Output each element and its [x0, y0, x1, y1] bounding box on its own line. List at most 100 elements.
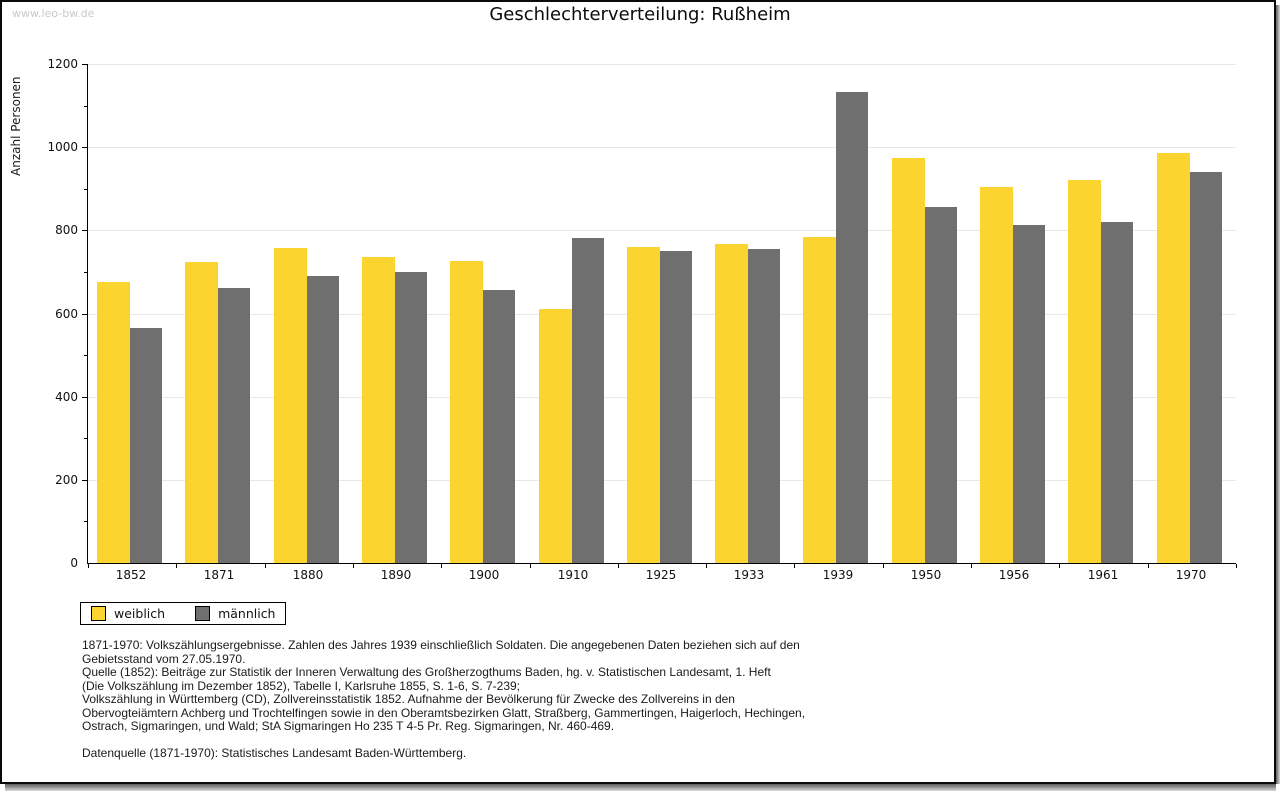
- footer-line-6: Obervogteiämtern Achberg und Trochtelfin…: [82, 705, 806, 720]
- bar-weiblich-1961: [1068, 180, 1101, 563]
- page-title: Geschlechterverteilung: Rußheim: [489, 4, 791, 25]
- gridline-1200: [88, 64, 1236, 65]
- x-tick-1: [176, 564, 177, 568]
- bar-weiblich-1910: [539, 309, 572, 563]
- y-axis-tick-labels: 0 200 400 600 800 1000 1200: [2, 57, 78, 570]
- bar-männlich-1890: [395, 272, 427, 563]
- x-tick-12: [1148, 564, 1149, 568]
- y-tick-label-200: 200: [55, 473, 78, 487]
- footer-line-1: 1871-1970: Volkszählungsergebnisse. Zahl…: [82, 638, 800, 652]
- x-tick-8: [794, 564, 795, 568]
- legend-swatch-männlich: [195, 606, 211, 621]
- y-major-tick-1200: [82, 64, 88, 65]
- bar-weiblich-1925: [627, 247, 660, 563]
- x-tick-label-1956: 1956: [998, 568, 1030, 582]
- x-tick-4: [441, 564, 442, 568]
- x-tick-label-1900: 1900: [468, 568, 500, 582]
- y-tick-label-1000: 1000: [47, 140, 78, 154]
- x-tick-label-1871: 1871: [203, 568, 235, 582]
- x-tick-label-1933: 1933: [733, 568, 765, 582]
- x-tick-label-1890: 1890: [380, 568, 412, 582]
- bar-weiblich-1871: [185, 262, 218, 563]
- x-tick-label-1950: 1950: [910, 568, 942, 582]
- y-minor-tick-700: [84, 272, 88, 273]
- bar-männlich-1871: [218, 288, 250, 563]
- x-tick-6: [618, 564, 619, 568]
- x-tick-label-1939: 1939: [822, 568, 854, 582]
- y-tick-label-1200: 1200: [47, 57, 78, 71]
- x-tick-5: [530, 564, 531, 568]
- footer-line-7: Ostrach, Sigmaringen, und Wald; StA Sigm…: [82, 719, 615, 733]
- footer-line-4: (Die Volkszählung im Dezember 1852), Tab…: [82, 678, 521, 693]
- legend-item-männlich: männlich: [195, 606, 275, 621]
- watermark-url: www.leo-bw.de: [12, 7, 95, 20]
- y-minor-tick-300: [84, 438, 88, 439]
- y-minor-tick-1100: [84, 106, 88, 107]
- bar-männlich-1961: [1101, 222, 1133, 563]
- y-tick-label-800: 800: [55, 223, 78, 237]
- drop-shadow-right: [1276, 5, 1280, 784]
- x-tick-7: [706, 564, 707, 568]
- x-tick-label-1961: 1961: [1087, 568, 1119, 582]
- gridline-800: [88, 230, 1236, 231]
- bar-männlich-1950: [925, 207, 957, 563]
- bar-weiblich-1900: [450, 261, 483, 563]
- y-tick-label-600: 600: [55, 307, 78, 321]
- bar-weiblich-1890: [362, 257, 395, 563]
- bar-männlich-1900: [483, 290, 515, 563]
- bar-männlich-1970: [1190, 172, 1222, 563]
- bar-weiblich-1956: [980, 187, 1013, 563]
- bar-männlich-1939: [836, 92, 868, 563]
- bar-weiblich-1939: [803, 237, 836, 563]
- bar-weiblich-1852: [97, 282, 130, 563]
- x-tick-label-1970: 1970: [1175, 568, 1207, 582]
- legend-label-weiblich: weiblich: [114, 606, 166, 621]
- footer-line-2: Gebietsstand vom 27.05.1970.: [82, 651, 246, 666]
- y-major-tick-800: [82, 230, 88, 231]
- legend-swatch-weiblich: [91, 606, 106, 621]
- legend-label-männlich: männlich: [218, 606, 276, 621]
- x-tick-label-1880: 1880: [292, 568, 324, 582]
- drop-shadow-bottom: [5, 784, 1276, 791]
- bar-männlich-1880: [307, 276, 339, 563]
- bar-männlich-1910: [572, 238, 604, 563]
- x-tick-3: [353, 564, 354, 568]
- legend-item-weiblich: weiblich: [91, 606, 165, 621]
- footer-line-3: Quelle (1852): Beiträge zur Statistik de…: [82, 665, 771, 679]
- y-major-tick-1000: [82, 147, 88, 148]
- bar-weiblich-1880: [274, 248, 307, 563]
- x-tick-label-1925: 1925: [645, 568, 677, 582]
- x-tick-10: [971, 564, 972, 568]
- x-tick-9: [883, 564, 884, 568]
- gridline-1000: [88, 147, 1236, 148]
- bar-weiblich-1970: [1157, 153, 1190, 563]
- y-tick-label-400: 400: [55, 390, 78, 404]
- x-tick-0: [88, 564, 89, 568]
- y-major-tick-600: [82, 314, 88, 315]
- footer-line-5: Volkszählung in Württemberg (CD), Zollve…: [82, 692, 735, 706]
- bar-männlich-1852: [130, 328, 162, 563]
- footer-line-9: Datenquelle (1871-1970): Statistisches L…: [82, 746, 467, 760]
- y-minor-tick-100: [84, 521, 88, 522]
- x-tick-label-1910: 1910: [557, 568, 589, 582]
- legend: weiblich männlich: [80, 602, 287, 625]
- plot-area: [82, 64, 1237, 568]
- y-minor-tick-500: [84, 355, 88, 356]
- y-major-tick-400: [82, 397, 88, 398]
- bar-weiblich-1933: [715, 244, 748, 563]
- bar-männlich-1956: [1013, 225, 1045, 563]
- x-axis-tick-labels: 1852 1871 1880 1890 1900 1910 1925 1933 1939 1950…: [2, 568, 1278, 584]
- bar-weiblich-1950: [892, 158, 925, 563]
- bar-männlich-1933: [748, 249, 780, 563]
- y-tick-label-0: 0: [70, 556, 78, 570]
- y-minor-tick-900: [84, 189, 88, 190]
- y-major-tick-200: [82, 480, 88, 481]
- x-tick-label-1852: 1852: [115, 568, 147, 582]
- x-tick-11: [1059, 564, 1060, 568]
- x-tick-2: [265, 564, 266, 568]
- x-tick-13: [1236, 564, 1237, 568]
- footer-notes: 1871-1970: Volkszählungsergebnisse. Zahl…: [82, 638, 1212, 761]
- footer-line-8: [82, 734, 1212, 748]
